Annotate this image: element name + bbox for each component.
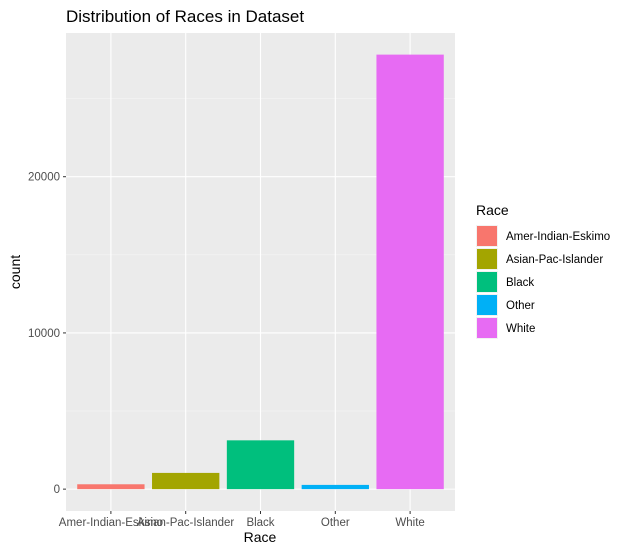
legend-swatch	[477, 295, 497, 315]
legend-label: Black	[506, 277, 534, 289]
y-axis-ticks: 0 10000 20000	[28, 172, 66, 496]
y-axis-title: count	[7, 255, 23, 289]
x-axis-title: Race	[244, 529, 277, 545]
legend-label: Amer-Indian-Eskimo	[506, 231, 610, 243]
bar-black	[226, 440, 295, 490]
legend-label: Other	[506, 300, 535, 312]
y-tick-label: 20000	[28, 172, 60, 184]
legend: Race Amer-Indian-Eskimo Asian-Pac-Islande…	[476, 202, 610, 339]
bar-white	[376, 54, 444, 490]
bars	[77, 54, 444, 490]
bar-amer-indian-eskimo	[77, 484, 145, 490]
x-tick-label: Asian-Pac-Islander	[137, 517, 234, 529]
legend-swatch	[477, 272, 497, 292]
legend-swatch	[477, 249, 497, 269]
x-tick-label: Black	[246, 517, 274, 529]
legend-label: Asian-Pac-Islander	[506, 254, 603, 266]
x-tick-label: White	[395, 517, 424, 529]
legend-swatch	[477, 318, 497, 338]
bar-other	[301, 484, 369, 490]
legend-title: Race	[476, 202, 509, 218]
legend-label: White	[506, 323, 535, 335]
chart-title: Distribution of Races in Dataset	[66, 7, 304, 26]
x-tick-label: Other	[321, 517, 350, 529]
y-tick-label: 0	[54, 484, 60, 496]
legend-items: Amer-Indian-Eskimo Asian-Pac-Islander Blac…	[476, 225, 610, 339]
legend-swatch	[477, 226, 497, 246]
y-tick-label: 10000	[28, 328, 60, 340]
x-tick-label: Amer-Indian-Eskimo	[59, 517, 163, 529]
bar-asian-pac-islander	[152, 472, 220, 490]
